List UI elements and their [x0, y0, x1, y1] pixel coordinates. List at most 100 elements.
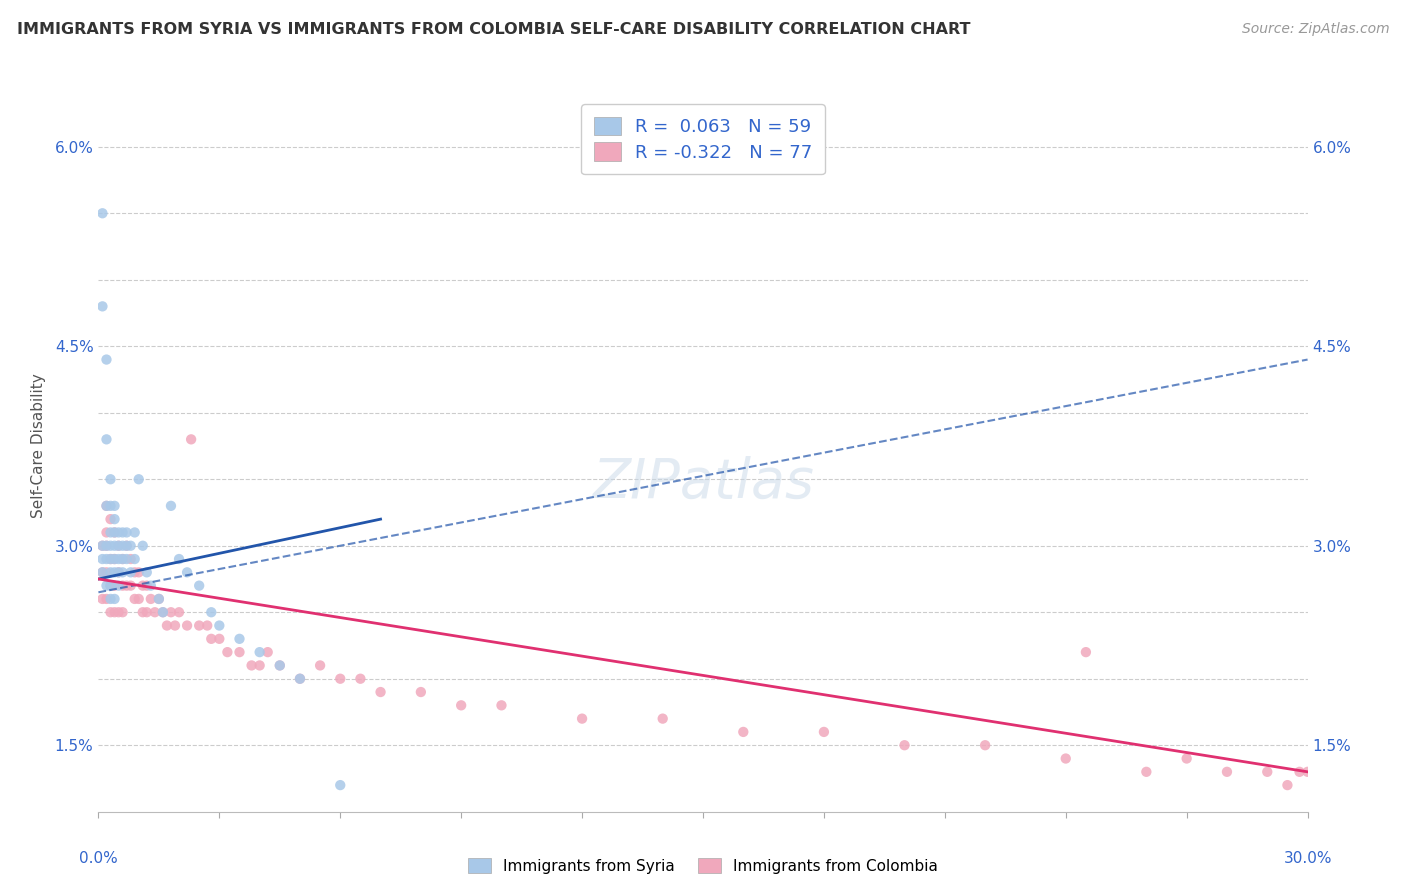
Point	[893, 738, 915, 752]
Point	[228, 632, 250, 646]
Point	[103, 499, 125, 513]
Point	[91, 552, 114, 566]
Point	[111, 539, 134, 553]
Point	[249, 645, 271, 659]
Text: Source: ZipAtlas.com: Source: ZipAtlas.com	[1241, 22, 1389, 37]
Point	[217, 645, 239, 659]
Point	[160, 605, 183, 619]
Point	[100, 591, 122, 606]
Point	[100, 552, 122, 566]
Point	[96, 499, 118, 513]
Point	[269, 658, 291, 673]
Point	[256, 645, 278, 659]
Point	[96, 591, 118, 606]
Point	[1288, 764, 1310, 779]
Point	[103, 525, 125, 540]
Point	[135, 579, 157, 593]
Point	[135, 566, 157, 580]
Point	[143, 605, 166, 619]
Legend: R =  0.063   N = 59, R = -0.322   N = 77: R = 0.063 N = 59, R = -0.322 N = 77	[581, 104, 825, 174]
Point	[152, 605, 174, 619]
Point	[103, 512, 125, 526]
Point	[107, 566, 129, 580]
Point	[107, 539, 129, 553]
Point	[176, 618, 198, 632]
Point	[100, 499, 122, 513]
Point	[269, 658, 291, 673]
Point	[1296, 764, 1319, 779]
Point	[91, 206, 114, 220]
Point	[249, 658, 271, 673]
Point	[1256, 764, 1278, 779]
Point	[100, 579, 122, 593]
Point	[100, 552, 122, 566]
Point	[128, 591, 150, 606]
Point	[96, 579, 118, 593]
Point	[100, 472, 122, 486]
Point	[91, 591, 114, 606]
Point	[107, 539, 129, 553]
Point	[111, 566, 134, 580]
Point	[180, 433, 202, 447]
Point	[120, 552, 142, 566]
Point	[156, 618, 179, 632]
Point	[1074, 645, 1097, 659]
Point	[160, 499, 183, 513]
Point	[111, 579, 134, 593]
Point	[208, 632, 231, 646]
Point	[1216, 764, 1239, 779]
Point	[309, 658, 332, 673]
Point	[167, 552, 190, 566]
Point	[733, 725, 755, 739]
Point	[132, 605, 155, 619]
Point	[100, 579, 122, 593]
Point	[100, 539, 122, 553]
Point	[103, 552, 125, 566]
Point	[1277, 778, 1299, 792]
Point	[208, 618, 231, 632]
Point	[288, 672, 311, 686]
Point	[132, 539, 155, 553]
Point	[103, 566, 125, 580]
Point	[103, 552, 125, 566]
Point	[103, 605, 125, 619]
Point	[115, 525, 138, 540]
Point	[329, 672, 352, 686]
Point	[651, 712, 673, 726]
Point	[1135, 764, 1157, 779]
Point	[974, 738, 997, 752]
Point	[96, 539, 118, 553]
Point	[571, 712, 593, 726]
Point	[240, 658, 263, 673]
Point	[349, 672, 371, 686]
Point	[96, 539, 118, 553]
Point	[188, 618, 211, 632]
Point	[120, 539, 142, 553]
Point	[139, 579, 162, 593]
Point	[450, 698, 472, 713]
Point	[115, 539, 138, 553]
Point	[124, 525, 146, 540]
Point	[107, 579, 129, 593]
Point	[167, 605, 190, 619]
Point	[91, 566, 114, 580]
Point	[100, 605, 122, 619]
Point	[107, 552, 129, 566]
Point	[491, 698, 513, 713]
Point	[124, 591, 146, 606]
Point	[96, 352, 118, 367]
Point	[188, 579, 211, 593]
Y-axis label: Self-Care Disability: Self-Care Disability	[31, 374, 46, 518]
Point	[163, 618, 186, 632]
Point	[176, 566, 198, 580]
Text: 30.0%: 30.0%	[1284, 851, 1331, 865]
Point	[124, 552, 146, 566]
Point	[1175, 751, 1198, 765]
Text: ZIPatlas: ZIPatlas	[592, 456, 814, 509]
Point	[124, 566, 146, 580]
Point	[152, 605, 174, 619]
Point	[111, 605, 134, 619]
Point	[103, 525, 125, 540]
Point	[120, 566, 142, 580]
Point	[111, 552, 134, 566]
